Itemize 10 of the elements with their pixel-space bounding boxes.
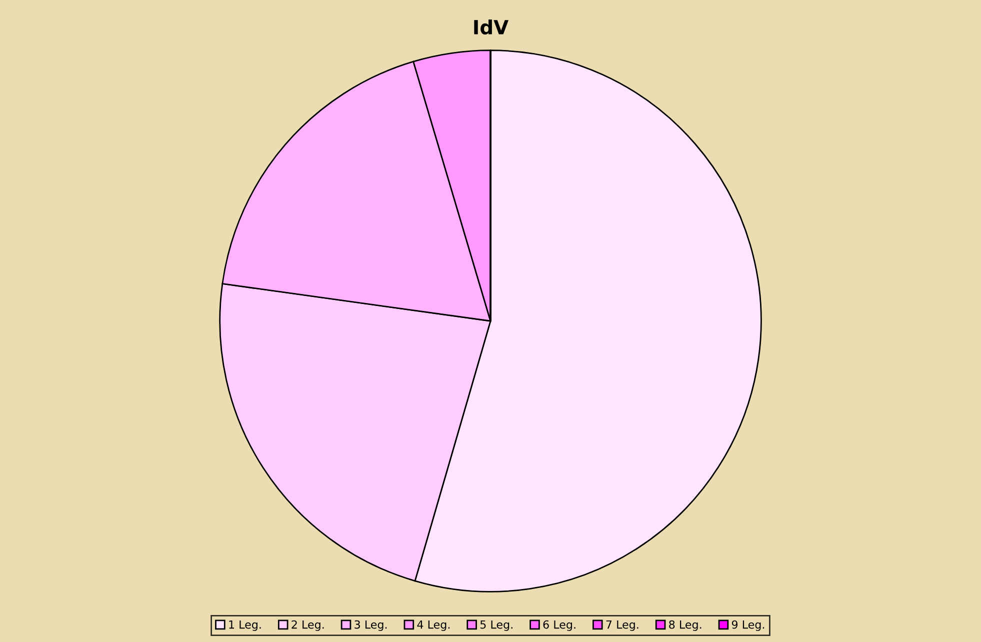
legend-label: 4 Leg. (417, 620, 450, 631)
legend-label: 5 Leg. (480, 620, 512, 631)
legend-label: 7 Leg. (606, 620, 638, 631)
chart-title: IdV (474, 19, 509, 35)
legend-label: 3 Leg. (354, 620, 387, 631)
legend-label: 8 Leg. (669, 620, 702, 631)
legend-label: 2 Leg. (292, 620, 324, 631)
legend-label: 1 Leg. (229, 620, 261, 631)
legend-label: 9 Leg. (732, 620, 764, 631)
legend-label: 6 Leg. (543, 620, 576, 631)
